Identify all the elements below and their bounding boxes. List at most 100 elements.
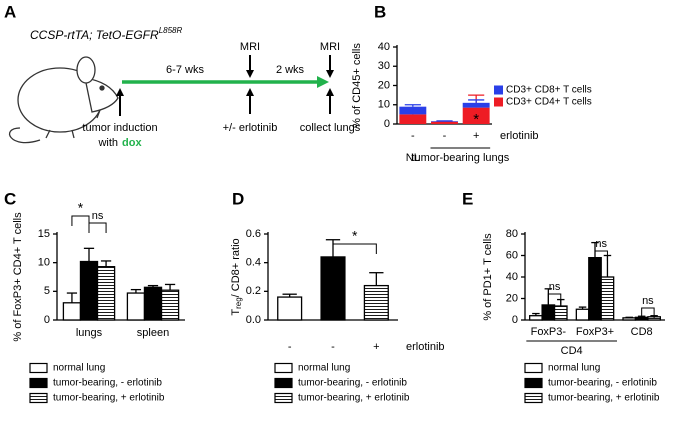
- y-axis-label: Treg/ CD8+ ratio: [230, 238, 243, 315]
- bar: [399, 106, 427, 115]
- bar: [96, 266, 116, 321]
- y-tick-label: 20: [378, 79, 390, 91]
- y-tick-label: 40: [378, 41, 390, 53]
- y-tick-label: 40: [506, 271, 518, 283]
- y-tick-label: 0.2: [246, 285, 261, 297]
- legend-swatch: [29, 362, 48, 374]
- genotype-text: CCSP-rtTA; TetO-EGFR: [30, 28, 159, 42]
- treatment-label: erlotinib: [500, 130, 539, 142]
- bar: [363, 284, 389, 321]
- significance-bracket: [71, 215, 90, 226]
- y-label-main: T: [230, 309, 242, 316]
- legend-label: CD3+ CD8+ T cells: [506, 85, 592, 96]
- bar: [79, 260, 99, 321]
- legend-swatch: [524, 362, 543, 374]
- bar: [160, 289, 180, 321]
- treatment-label: erlotinib: [406, 341, 445, 353]
- bar: [126, 292, 146, 321]
- bar: [462, 102, 490, 108]
- x-tick-label: CD8: [631, 326, 653, 338]
- x-tick-label: lungs: [76, 327, 103, 339]
- bar: [541, 304, 556, 321]
- x-tick-label: -: [411, 130, 415, 142]
- group-label: tumor-bearing lungs: [411, 152, 509, 164]
- bar: [399, 114, 427, 124]
- y-tick-label: 0.4: [246, 257, 261, 269]
- bar: [277, 296, 303, 321]
- bar: [600, 276, 615, 321]
- legend-label: tumor-bearing, + erlotinib: [53, 393, 165, 404]
- legend-label: normal lung: [298, 363, 350, 374]
- bar: [553, 305, 568, 321]
- x-tick-label: -: [288, 341, 292, 353]
- panel-label: E: [462, 189, 473, 208]
- bar: [62, 302, 82, 321]
- x-tick-label: spleen: [137, 327, 169, 339]
- imaging: MRI: [320, 41, 340, 53]
- y-tick-label: 60: [506, 249, 518, 261]
- significance: *: [352, 228, 358, 244]
- x-tick-label: +: [473, 130, 479, 142]
- panel-a: A CCSP-rtTA; TetO-EGFRL858R 6-7 wks 2 wk…: [4, 2, 361, 148]
- chart-panel: C % of FoxP3+ CD4+ T cells 0 5 10 15 lungs sple…: [4, 189, 185, 404]
- legend-swatch: [29, 392, 48, 404]
- legend-swatch: [524, 377, 543, 389]
- significance: ns: [92, 210, 104, 222]
- y-tick-label: 15: [38, 228, 50, 240]
- significance-bracket: [547, 293, 562, 304]
- y-tick-label: 0: [512, 314, 518, 326]
- y-tick-label: 20: [506, 292, 518, 304]
- chart-panel: B % of CD45+ cells 0 10 20 30 40 - - + erlotinib NL…: [351, 2, 592, 163]
- imaging: MRI: [240, 41, 260, 53]
- group-label: CD4: [561, 345, 583, 357]
- legend-swatch: [274, 362, 293, 374]
- y-axis-label: % of FoxP3+ CD4+ T cells: [12, 212, 24, 342]
- significance-bracket: [88, 222, 107, 233]
- x-tick-label: +: [373, 341, 379, 353]
- group-label: NL: [406, 152, 420, 164]
- significance: *: [473, 111, 479, 128]
- panel-label: D: [232, 189, 244, 208]
- panel-label: B: [374, 2, 386, 21]
- drug: dox: [122, 137, 142, 149]
- x-tick-label: FoxP3-: [531, 326, 567, 338]
- significance-bracket: [332, 243, 377, 254]
- significance: ns: [595, 238, 607, 250]
- bar: [431, 121, 458, 124]
- legend-swatch: [274, 392, 293, 404]
- y-tick-label: 0.0: [246, 314, 261, 326]
- y-tick-label: 10: [38, 257, 50, 269]
- step: collect lungs: [300, 122, 361, 134]
- y-tick-label: 80: [506, 228, 518, 240]
- interval: 6-7 wks: [166, 64, 204, 76]
- significance-bracket: [641, 307, 655, 318]
- step: tumor induction: [82, 122, 157, 134]
- panel-label: A: [4, 2, 16, 21]
- legend-swatch: [274, 377, 293, 389]
- bar: [431, 121, 458, 122]
- y-label-subscript: reg: [234, 297, 243, 309]
- step: with dox: [97, 137, 142, 149]
- legend-swatch: [29, 377, 48, 389]
- genotype-superscript: L858R: [159, 26, 183, 35]
- step-text: with: [97, 137, 118, 149]
- bar: [575, 308, 590, 321]
- legend-swatch: [494, 97, 503, 107]
- y-label-rest: / CD8+ ratio: [230, 238, 242, 297]
- significance: ns: [642, 295, 654, 307]
- y-tick-label: 0.6: [246, 228, 261, 240]
- bar: [143, 286, 163, 321]
- significance-bracket: [594, 250, 608, 261]
- y-tick-label: 30: [378, 60, 390, 72]
- bar: [588, 256, 602, 321]
- x-tick-label: -: [443, 130, 447, 142]
- legend-label: tumor-bearing, - erlotinib: [298, 378, 407, 389]
- y-tick-label: 5: [44, 285, 50, 297]
- legend-label: CD3+ CD4+ T cells: [506, 97, 592, 108]
- legend-label: tumor-bearing, - erlotinib: [53, 378, 162, 389]
- significance: ns: [549, 281, 561, 293]
- legend-label: normal lung: [548, 363, 600, 374]
- legend-label: tumor-bearing, + erlotinib: [548, 393, 660, 404]
